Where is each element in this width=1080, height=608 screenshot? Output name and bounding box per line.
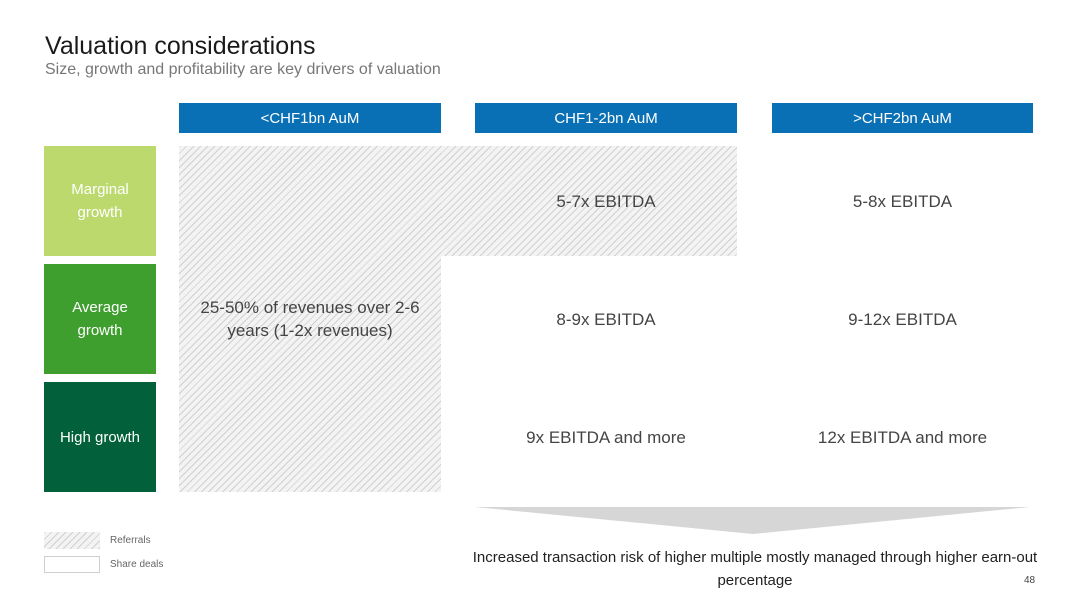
row-header-average-growth: Average growth [44, 264, 156, 374]
referrals-region-mid-marginal [441, 146, 737, 256]
column-header-small: <CHF1bn AuM [179, 103, 441, 133]
cell-mid-marginal: 5-7x EBITDA [556, 191, 656, 211]
cell-large-average: 9-12x EBITDA [848, 309, 957, 329]
page-number: 48 [1024, 575, 1036, 586]
row-label: Average growth [72, 299, 128, 339]
cell-text: 25-50% of revenues over 2-6 years (1-2x … [200, 298, 420, 340]
cell-mid-average: 8-9x EBITDA [556, 309, 656, 329]
legend-share-deals-swatch [44, 556, 100, 573]
column-header-mid: CHF1-2bn AuM [475, 103, 737, 133]
slide-subtitle: Size, growth and profitability are key d… [45, 61, 441, 78]
cell-large-high: 12x EBITDA and more [817, 427, 988, 447]
transaction-risk-note: Increased transaction risk of higher mul… [472, 549, 1038, 589]
legend-referrals-label: Referrals [110, 535, 151, 546]
cell-small-all-growth: 25-50% of revenues over 2-6 years (1-2x … [179, 264, 441, 374]
legend-share-deals-label: Share deals [110, 559, 164, 570]
legend-referrals-swatch [44, 532, 100, 549]
referrals-region-small [179, 146, 441, 492]
column-header-large: >CHF2bn AuM [772, 103, 1033, 133]
funnel-arrow-shape [475, 507, 1030, 534]
row-label: High growth [59, 428, 141, 446]
cell-mid-high: 9x EBITDA and more [526, 427, 686, 447]
row-label: Marginal growth [71, 181, 129, 221]
slide-title: Valuation considerations [45, 32, 316, 60]
row-header-high-growth: High growth [44, 382, 156, 492]
cell-large-marginal: 5-8x EBITDA [852, 191, 953, 211]
row-header-marginal-growth: Marginal growth [44, 146, 156, 256]
